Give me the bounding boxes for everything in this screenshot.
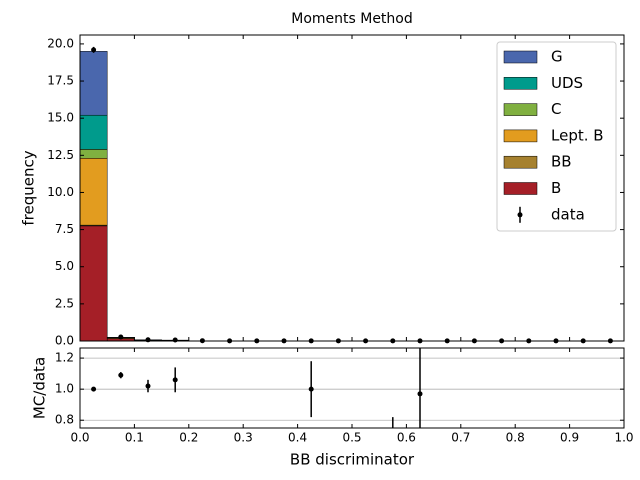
data-point: [417, 391, 423, 397]
legend-swatch: [503, 77, 538, 90]
x-tick-label: 0.0: [70, 431, 89, 445]
data-point: [118, 334, 124, 340]
bar: [79, 114, 108, 150]
data-point: [145, 337, 151, 343]
x-tick-label: 0.7: [451, 431, 470, 445]
y-tick-label: 7.5: [55, 222, 74, 236]
legend-label: C: [551, 100, 561, 118]
data-point: [91, 47, 97, 53]
y-tick-label: 1.0: [55, 382, 74, 396]
x-tick-label: 0.4: [288, 431, 307, 445]
data-point: [91, 386, 97, 392]
x-tick-label: 0.1: [125, 431, 144, 445]
y-tick-label: 0.0: [55, 334, 74, 348]
ratio-axis-label: MC/data: [31, 357, 49, 419]
x-axis-label: BB discriminator: [290, 451, 415, 469]
y-tick-label: 10.0: [47, 185, 74, 199]
x-tick-label: 0.2: [179, 431, 198, 445]
chart-title: Moments Method: [291, 11, 413, 27]
legend-label: BB: [551, 153, 572, 171]
y-tick-label: 0.8: [55, 413, 74, 427]
x-tick-label: 0.9: [560, 431, 579, 445]
data-point: [308, 386, 314, 392]
bar: [79, 51, 108, 116]
legend-label: G: [551, 48, 563, 66]
y-tick-label: 15.0: [47, 111, 74, 125]
x-tick-label: 0.5: [342, 431, 361, 445]
bar: [79, 158, 108, 226]
data-point: [172, 377, 178, 383]
legend-label: UDS: [551, 74, 583, 92]
ratio-plot: [80, 348, 624, 428]
bar: [79, 149, 108, 159]
legend-label: Lept. B: [551, 126, 604, 144]
x-tick-label: 1.0: [614, 431, 633, 445]
y-tick-label: 12.5: [47, 148, 74, 162]
legend-swatch: [503, 155, 538, 169]
data-point: [145, 383, 151, 389]
bar: [79, 225, 108, 342]
legend-swatch: [517, 212, 523, 218]
legend-label: data: [551, 205, 585, 223]
legend-swatch: [503, 129, 538, 143]
y-tick-label: 1.2: [55, 351, 74, 365]
data-point: [118, 372, 124, 378]
x-tick-label: 0.6: [397, 431, 416, 445]
y-tick-label: 17.5: [47, 74, 74, 88]
y-tick-label: 20.0: [47, 36, 74, 50]
legend-swatch: [503, 50, 538, 64]
y-tick-label: 5.0: [55, 259, 74, 273]
legend-swatch: [503, 103, 538, 116]
x-tick-label: 0.3: [234, 431, 253, 445]
axes-frame: [79, 347, 625, 429]
y-axis-label: frequency: [20, 150, 38, 225]
legend-label: B: [551, 179, 561, 197]
data-point: [172, 337, 178, 343]
x-tick-label: 0.8: [506, 431, 525, 445]
y-tick-label: 2.5: [55, 296, 74, 310]
legend-swatch: [503, 182, 538, 195]
